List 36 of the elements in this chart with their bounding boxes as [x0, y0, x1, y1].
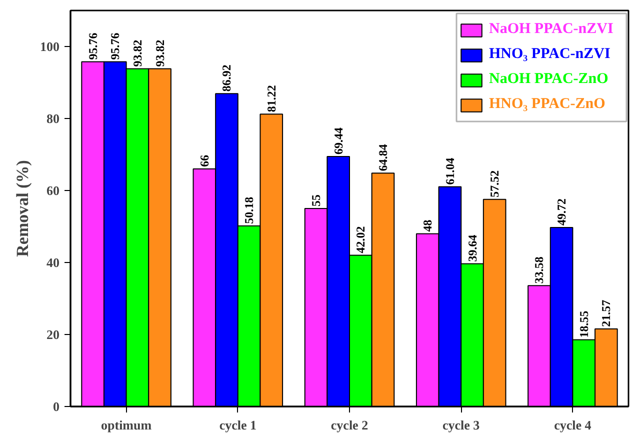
y-axis-title: Removal (%) — [13, 160, 32, 257]
data-label: 55 — [309, 194, 324, 206]
x-tick-label: cycle 1 — [219, 418, 256, 432]
y-tick-label: 60 — [46, 183, 60, 198]
data-label: 86.92 — [220, 64, 234, 92]
x-tick-label: optimum — [101, 418, 152, 432]
data-label: 49.72 — [554, 198, 569, 226]
data-label: 66 — [197, 154, 212, 167]
x-tick-label: cycle 3 — [442, 418, 480, 432]
data-label: 95.76 — [108, 32, 122, 60]
data-label: 93.82 — [130, 40, 144, 67]
legend-label: NaOH PPAC-ZnO — [489, 71, 608, 88]
data-label: 33.58 — [532, 256, 546, 284]
data-label: 50.18 — [242, 196, 256, 224]
y-tick-label: 40 — [46, 255, 60, 270]
data-label: 81.22 — [264, 85, 278, 112]
data-label: 48 — [420, 220, 435, 232]
data-label: 64.84 — [376, 144, 390, 172]
data-label: 95.76 — [86, 32, 100, 60]
data-label: 61.04 — [442, 158, 457, 185]
x-tick-label: cycle 4 — [554, 418, 592, 432]
y-tick-label: 80 — [46, 111, 60, 126]
y-tick-label: 100 — [40, 39, 60, 54]
data-label: 57.52 — [488, 170, 502, 198]
data-label: 21.57 — [599, 300, 614, 327]
data-label: 69.44 — [331, 128, 346, 155]
x-tick-label: cycle 2 — [330, 418, 368, 432]
legend-label: HNO₃ PPAC-nZVI — [489, 46, 610, 63]
y-tick-label: 0 — [53, 399, 60, 414]
legend-label: NaOH PPAC-nZVI — [489, 21, 614, 38]
data-label: 42.02 — [354, 226, 368, 254]
data-label: 93.82 — [152, 40, 167, 67]
data-label: 39.64 — [465, 234, 480, 262]
data-label: 18.55 — [576, 310, 591, 338]
legend-label: HNO₃ PPAC-ZnO — [489, 96, 606, 113]
y-tick-label: 20 — [46, 327, 60, 342]
